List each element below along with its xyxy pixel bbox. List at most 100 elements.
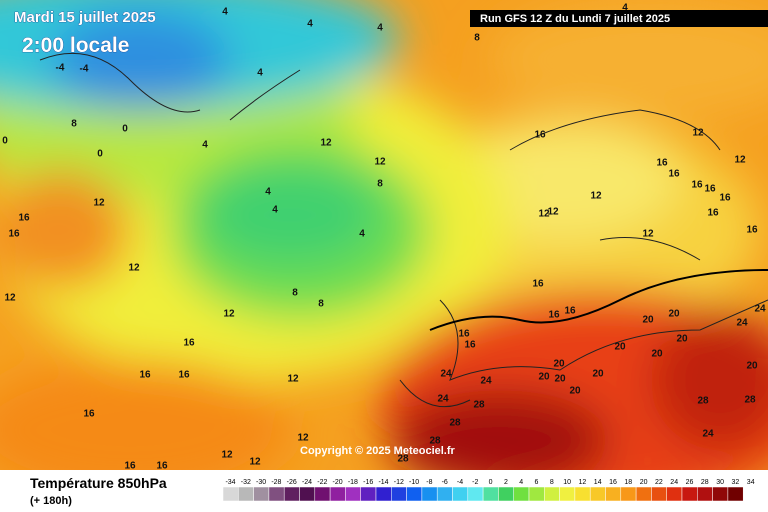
isotherm-label: 20 — [554, 374, 566, 385]
scale-label: -8 — [426, 479, 432, 486]
scale-label: -2 — [472, 479, 478, 486]
scale-label: 8 — [550, 479, 554, 486]
isotherm-label: 16 — [8, 229, 20, 240]
scale-label: 10 — [563, 479, 571, 486]
isotherm-label: 16 — [532, 279, 544, 290]
isotherm-label: 20 — [614, 342, 626, 353]
scale-label: -34 — [225, 479, 235, 486]
scale-swatch — [559, 486, 576, 502]
isotherm-label: 4 — [202, 140, 208, 151]
isotherm-label: 12 — [287, 374, 299, 385]
isotherm-label: 16 — [139, 370, 151, 381]
isotherm-label: 12 — [692, 128, 704, 139]
scale-label: 4 — [519, 479, 523, 486]
isotherm-label: 28 — [449, 418, 461, 429]
scale-swatch — [375, 486, 392, 502]
scale-label: 32 — [732, 479, 740, 486]
scale-swatch — [360, 486, 377, 502]
isotherm-label: 8 — [318, 299, 324, 310]
scale-label: 26 — [686, 479, 694, 486]
isotherm-label: 4 — [272, 205, 278, 216]
coastline — [39, 52, 768, 408]
isotherm-label: 28 — [429, 436, 441, 447]
scale-swatch — [299, 486, 316, 502]
isotherm-label: 12 — [221, 450, 233, 461]
scale-swatch — [406, 486, 423, 502]
isotherm-label: 8 — [71, 119, 77, 130]
scale-label: 20 — [640, 479, 648, 486]
isotherm-label: 12 — [128, 263, 140, 274]
isotherm-label: 0 — [2, 136, 8, 147]
isotherm-label: 12 — [223, 309, 235, 320]
isotherm-label: 16 — [183, 338, 195, 349]
isotherm-label: 28 — [397, 454, 409, 465]
scale-label: -12 — [394, 479, 404, 486]
isotherm-label: 0 — [97, 149, 103, 160]
scale-swatch — [528, 486, 545, 502]
scale-label: -6 — [442, 479, 448, 486]
run-info: Run GFS 12 Z du Lundi 7 juillet 2025 — [480, 13, 670, 25]
scale-label: 16 — [609, 479, 617, 486]
isotherm-label: 16 — [707, 208, 719, 219]
scale-label: -20 — [333, 479, 343, 486]
isotherm-label: 24 — [480, 376, 492, 387]
isotherm-label: -4 — [56, 63, 65, 74]
isotherm-label: -4 — [80, 64, 89, 75]
scale-swatch — [727, 486, 744, 502]
scale-swatch — [605, 486, 622, 502]
scale-swatch — [697, 486, 713, 502]
isotherm-label: 4 — [222, 7, 228, 18]
isotherm-label: 20 — [746, 361, 758, 372]
scale-swatch — [391, 486, 407, 502]
isotherm-label: 4 — [622, 3, 628, 14]
scale-label: -26 — [287, 479, 297, 486]
scale-label: 34 — [747, 479, 755, 486]
isotherm-label: 16 — [691, 180, 703, 191]
run-box — [470, 10, 768, 27]
isotherm-label: 12 — [538, 209, 550, 220]
scale-label: -14 — [378, 479, 388, 486]
isotherm-label: 28 — [473, 400, 485, 411]
isotherm-label: 24 — [437, 394, 449, 405]
scale-swatch — [589, 486, 606, 502]
isotherm-label: 24 — [754, 304, 766, 315]
isotherm-label: 20 — [676, 334, 688, 345]
scale-label: 28 — [701, 479, 709, 486]
scale-label: 6 — [535, 479, 539, 486]
scale-swatch — [421, 486, 438, 502]
isotherm-label: 16 — [124, 461, 136, 472]
scale-swatch — [574, 486, 591, 502]
scale-label: 30 — [716, 479, 724, 486]
isotherm-label: 20 — [642, 315, 654, 326]
scale-label: -30 — [256, 479, 266, 486]
scale-swatch — [345, 486, 361, 502]
forecast-time: 2:00 locale — [22, 34, 129, 57]
isotherm-label: 4 — [307, 19, 313, 30]
isotherm-label: 28 — [744, 395, 756, 406]
scale-label: 24 — [670, 479, 678, 486]
scale-swatch — [513, 486, 530, 502]
isotherm-label: 20 — [592, 369, 604, 380]
isotherm-label: 4 — [377, 23, 383, 34]
isotherm-label: 20 — [651, 349, 663, 360]
isotherm-label: 28 — [697, 396, 709, 407]
isotherm-label: 12 — [734, 155, 746, 166]
scale-label: 0 — [489, 479, 493, 486]
isotherm-label: 16 — [668, 169, 680, 180]
isotherm-label: 24 — [702, 429, 714, 440]
scale-swatch — [314, 486, 331, 502]
isotherm-label: 16 — [464, 340, 476, 351]
isotherm-label: 12 — [4, 293, 16, 304]
isotherm-label: 4 — [359, 229, 365, 240]
isotherm-label: 20 — [538, 372, 550, 383]
scale-swatch — [436, 486, 453, 502]
scale-swatch — [253, 486, 270, 502]
isotherm-label: 16 — [178, 370, 190, 381]
scale-swatch — [620, 486, 637, 502]
scale-label: 12 — [579, 479, 587, 486]
isotherm-label: 8 — [474, 33, 480, 44]
isotherm-label: 16 — [656, 158, 668, 169]
scale-label: -4 — [457, 479, 463, 486]
